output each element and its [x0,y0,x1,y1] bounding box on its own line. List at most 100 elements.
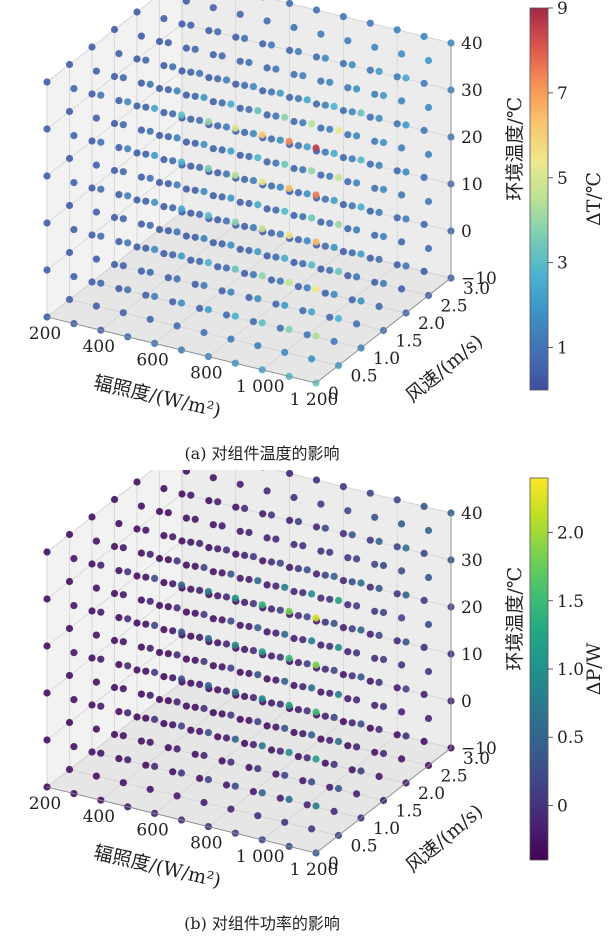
data-point [70,273,77,280]
data-point [196,117,203,124]
data-point [286,279,293,286]
data-point [187,492,194,499]
data-point [299,213,306,220]
data-point [264,205,271,212]
data-point [322,713,329,720]
data-point [331,714,338,721]
data-point [183,703,190,710]
data-point [277,654,284,661]
data-point [402,638,409,645]
data-point [380,280,387,287]
data-point [111,73,118,80]
data-point [115,50,122,57]
data-point [160,532,167,539]
data-point [344,601,351,608]
data-point [245,529,252,536]
data-point [241,223,248,230]
data-point [66,719,73,726]
data-point [192,234,199,241]
data-point [210,568,217,575]
data-point [151,152,158,159]
data-point [286,655,293,662]
data-point [219,193,226,200]
data-point [93,632,100,639]
data-point [43,266,50,273]
colorbar: 00.51.01.52.0ΔP/W [530,478,605,860]
y-tick-label: 0.5 [351,837,378,857]
data-point [398,50,405,57]
data-point [66,249,73,256]
data-point [196,587,203,594]
data-point [192,140,199,147]
data-point [133,478,140,485]
data-point [97,233,104,240]
data-point [313,523,320,530]
data-point [178,628,185,635]
data-point [43,125,50,132]
data-point [380,703,387,710]
data-point [138,268,145,275]
data-point [299,72,306,79]
data-point [174,557,181,564]
data-point [133,525,140,532]
data-point [322,102,329,109]
data-point [286,564,293,571]
data-point [394,26,401,33]
data-point [133,619,140,626]
y-tick-label: 1.0 [373,819,400,839]
data-point [340,248,347,255]
data-point [245,623,252,630]
data-point [340,13,347,20]
data-point [402,544,409,551]
data-point [205,682,212,689]
data-point [232,642,239,649]
data-point [402,732,409,739]
data-point [421,691,428,698]
data-point [254,671,261,678]
data-point [124,662,131,669]
data-point [124,568,131,575]
data-point [402,591,409,598]
data-point [245,294,252,301]
data-point [120,215,127,222]
data-point [232,783,239,790]
data-point [97,562,104,569]
data-point [138,738,145,745]
data-point [223,170,230,177]
colorbar-tick-label: 1.5 [557,592,584,612]
y-tick-label: 2.5 [441,297,468,317]
data-point [259,131,266,138]
data-point [353,273,360,280]
data-point [147,175,154,182]
z-tick-label: 40 [461,504,483,524]
data-point [174,651,181,658]
data-point [402,74,409,81]
data-point [210,239,217,246]
data-point [196,258,203,265]
data-point [349,155,356,162]
data-point [196,681,203,688]
data-point [219,240,226,247]
z-axis-label: 环境温度/℃ [504,567,526,671]
data-point [192,563,199,570]
data-point [371,561,378,568]
data-point [219,99,226,106]
data-point [192,751,199,758]
data-point [340,483,347,490]
data-point [254,342,261,349]
figure-caption: (b) 对组件功率的影响 [184,914,340,933]
data-point [250,271,257,278]
data-point [43,595,50,602]
data-point [299,166,306,173]
data-point [353,743,360,750]
data-point [398,285,405,292]
data-point [169,110,176,117]
data-point [219,522,226,529]
data-point [398,755,405,762]
data-point [70,555,77,562]
data-point [299,307,306,314]
data-point [322,243,329,250]
data-point [192,46,199,53]
data-point [205,74,212,81]
data-point [165,556,172,563]
